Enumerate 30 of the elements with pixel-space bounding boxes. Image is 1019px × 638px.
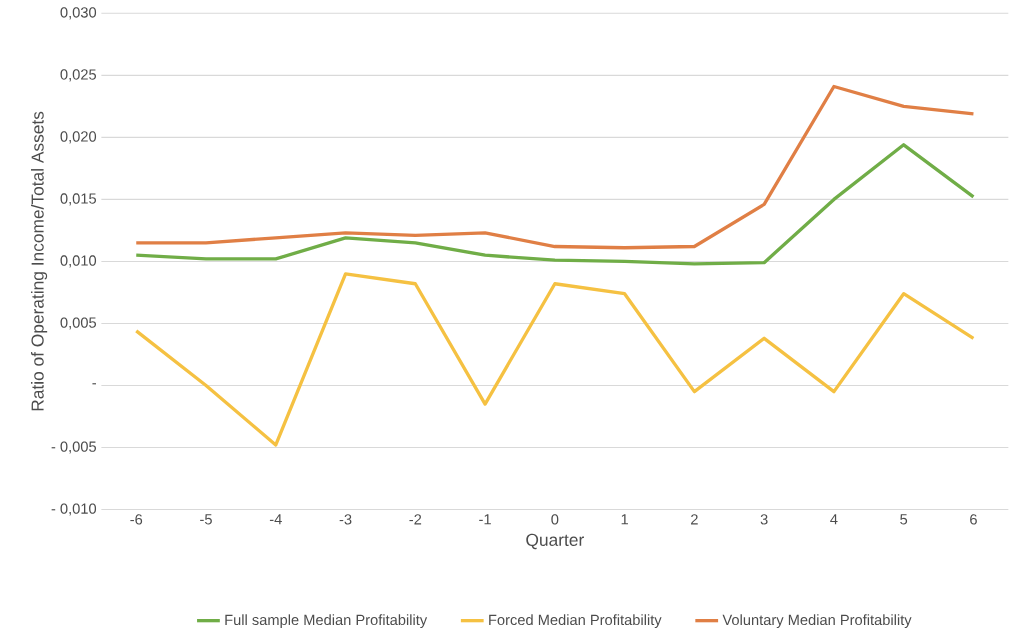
x-axis-title: Quarter — [526, 533, 584, 550]
line-series — [134, 143, 976, 266]
legend-label: Full sample Median Profitability — [225, 614, 428, 629]
x-tick-label: 1 — [621, 514, 628, 525]
x-tick-label: -1 — [479, 514, 491, 525]
y-tick-label: 0,005 — [60, 317, 97, 330]
line-series — [134, 272, 976, 447]
x-tick-label: -2 — [409, 514, 422, 525]
x-tick-label: 6 — [970, 514, 977, 525]
x-tick-label: -6 — [130, 514, 143, 525]
x-tick-label: 0 — [551, 514, 559, 525]
y-tick-label: - 0,005 — [51, 441, 97, 454]
x-tick-label: -3 — [339, 514, 352, 525]
x-tick-label: 4 — [830, 514, 838, 525]
x-tick-label: 2 — [691, 514, 698, 525]
y-tick-label: 0,020 — [60, 131, 97, 144]
y-tick-label: 0,025 — [60, 69, 97, 82]
y-tick-label: 0,030 — [60, 7, 97, 20]
x-tick-label: 5 — [900, 514, 908, 525]
x-tick-label: -5 — [200, 514, 212, 525]
y-tick-label: 0,010 — [60, 255, 97, 268]
y-tick-label: 0,015 — [60, 193, 97, 206]
x-tick-label: 3 — [760, 514, 768, 525]
y-axis-title: Ratio of Operating Income/Total Assets — [30, 111, 48, 411]
x-tick-label: -4 — [269, 514, 282, 525]
line-series — [134, 85, 976, 250]
y-tick-label: - — [92, 383, 96, 385]
legend-label: Forced Median Profitability — [489, 614, 662, 629]
y-tick-label: - 0,010 — [51, 503, 97, 516]
legend-label: Voluntary Median Profitability — [722, 614, 912, 629]
